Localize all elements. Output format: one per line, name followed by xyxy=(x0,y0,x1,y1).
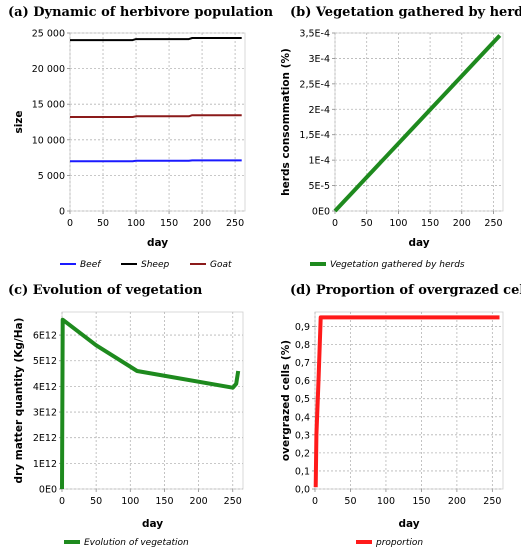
x-tick-label: 100 xyxy=(121,496,139,507)
x-tick-label: 100 xyxy=(127,218,145,229)
x-tick-label: 150 xyxy=(412,496,430,507)
y-tick-label: 5E-5 xyxy=(308,181,330,192)
series-line-beef xyxy=(70,159,242,163)
y-tick-label: 0,2 xyxy=(295,448,310,459)
legend-label: proportion xyxy=(375,538,423,548)
plot-frame xyxy=(314,311,504,490)
y-tick-label: 5 000 xyxy=(38,171,65,182)
panel-1: (b) Vegetation gathered by herds 0 50 100 15… xyxy=(280,5,521,270)
y-tick-label: 2,5E-4 xyxy=(299,79,330,90)
x-tick-label: 50 xyxy=(97,218,109,229)
series-line-sheep xyxy=(70,37,242,42)
x-tick-label: 100 xyxy=(389,218,407,229)
y-tick-label: 0,1 xyxy=(295,466,310,477)
y-tick-label: 0,4 xyxy=(295,412,310,423)
y-tick-label: 0,6 xyxy=(295,376,310,387)
panel-title: (a) Dynamic of herbivore population xyxy=(8,5,274,20)
series-line-vegetation-gathered-by-herds xyxy=(333,34,502,213)
x-axis-label: day xyxy=(398,518,419,530)
panel-2: (c) Evolution of vegetation 0 50 100 150 200 2… xyxy=(8,283,244,548)
x-axis-label: day xyxy=(408,237,429,249)
x-tick-label: 0 xyxy=(332,218,338,229)
y-axis-label: overgrazed cells (%) xyxy=(280,340,292,461)
panel-title: (c) Evolution of vegetation xyxy=(8,283,203,298)
x-tick-label: 250 xyxy=(484,218,502,229)
x-tick-label: 0 xyxy=(59,496,65,507)
plot-frame xyxy=(69,32,246,212)
panel-3: (d) Proportion of overgrazed cells 0 50 100… xyxy=(280,283,521,548)
x-tick-label: 0 xyxy=(312,496,318,507)
y-tick-label: 15 000 xyxy=(32,100,65,111)
x-tick-label: 150 xyxy=(421,218,439,229)
x-tick-label: 250 xyxy=(226,218,244,229)
x-tick-label: 150 xyxy=(160,218,178,229)
legend-label: Beef xyxy=(80,260,102,270)
series-line-evolution-of-vegetation xyxy=(60,317,241,490)
y-tick-label: 1E12 xyxy=(33,459,57,470)
legend-label: Evolution of vegetation xyxy=(84,538,189,548)
x-tick-label: 50 xyxy=(344,496,356,507)
y-tick-label: 6E12 xyxy=(33,331,57,342)
panel-title: (b) Vegetation gathered by herds xyxy=(290,5,521,20)
x-axis-label: day xyxy=(147,237,168,249)
panel-0: (a) Dynamic of herbivore population 0 50 10… xyxy=(8,5,274,270)
legend-label: Vegetation gathered by herds xyxy=(330,260,465,270)
x-tick-label: 100 xyxy=(377,496,395,507)
x-tick-label: 50 xyxy=(361,218,373,229)
y-tick-label: 0,9 xyxy=(295,322,310,333)
y-tick-label: 1,5E-4 xyxy=(299,130,330,141)
y-tick-label: 2E-4 xyxy=(308,105,330,116)
y-axis-label: herds consommation (%) xyxy=(280,48,292,196)
y-tick-label: 0,5 xyxy=(295,394,310,405)
y-axis-label: size xyxy=(13,110,25,133)
y-tick-label: 0E0 xyxy=(39,485,57,496)
y-tick-label: 1E-4 xyxy=(308,156,330,167)
y-tick-label: 0E0 xyxy=(312,207,330,218)
y-tick-label: 3E-4 xyxy=(308,54,330,65)
x-tick-label: 0 xyxy=(67,218,73,229)
series-line-proportion xyxy=(313,315,500,488)
y-tick-label: 0 xyxy=(59,207,65,218)
y-tick-label: 0,7 xyxy=(295,358,310,369)
y-tick-label: 2E12 xyxy=(33,433,57,444)
y-tick-label: 5E12 xyxy=(33,356,57,367)
y-tick-label: 25 000 xyxy=(32,29,65,40)
y-axis-label: dry matter quantity (Kg/Ha) xyxy=(13,318,25,484)
x-tick-label: 200 xyxy=(193,218,211,229)
x-tick-label: 200 xyxy=(448,496,466,507)
y-tick-label: 0,3 xyxy=(295,430,310,441)
legend-label: Sheep xyxy=(141,260,169,270)
y-tick-label: 0,0 xyxy=(295,485,310,496)
y-tick-label: 0,8 xyxy=(295,340,310,351)
y-tick-label: 4E12 xyxy=(33,382,57,393)
x-tick-label: 250 xyxy=(224,496,242,507)
y-tick-label: 10 000 xyxy=(32,135,65,146)
panel-title: (d) Proportion of overgrazed cells xyxy=(290,283,521,298)
x-tick-label: 150 xyxy=(155,496,173,507)
y-tick-label: 3E12 xyxy=(33,408,57,419)
x-axis-label: day xyxy=(142,518,163,530)
series-line-goat xyxy=(70,114,242,118)
y-tick-label: 3,5E-4 xyxy=(299,29,330,40)
x-tick-label: 250 xyxy=(483,496,501,507)
x-tick-label: 200 xyxy=(453,218,471,229)
y-tick-label: 20 000 xyxy=(32,64,65,75)
legend-label: Goat xyxy=(210,260,232,270)
x-tick-label: 50 xyxy=(90,496,102,507)
x-tick-label: 200 xyxy=(190,496,208,507)
